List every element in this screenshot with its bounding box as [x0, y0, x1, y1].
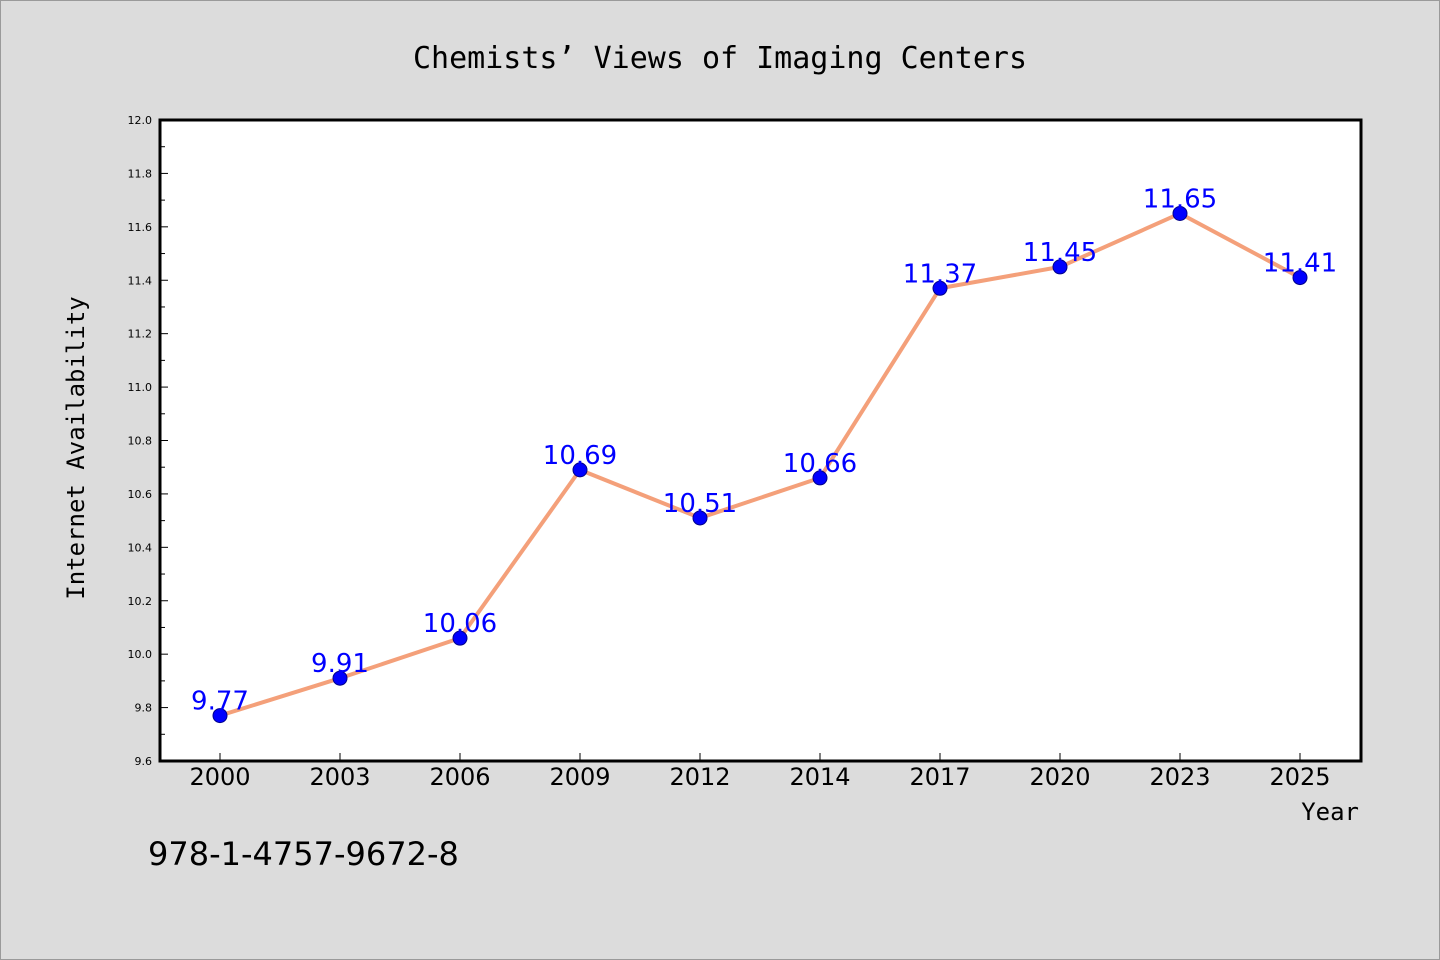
y-tick-label: 10.2: [128, 595, 153, 608]
data-value-label: 9.91: [311, 649, 369, 679]
x-axis-label: Year: [1301, 798, 1359, 826]
x-axis: 2000 2003 2006 2009 2012 2014 2017 2020 2023 2025: [189, 753, 1331, 791]
y-tick-label: 11.8: [128, 167, 153, 180]
y-tick-label: 11.6: [128, 221, 153, 234]
data-point-marker: [452, 630, 468, 646]
data-value-label: 11.37: [903, 259, 977, 289]
x-tick-label: 2014: [789, 763, 850, 791]
data-point-marker: [812, 470, 828, 486]
x-tick-label: 2006: [429, 763, 490, 791]
y-tick-label: 11.0: [128, 381, 153, 394]
series-line: [218, 211, 1302, 718]
data-point-marker: [572, 462, 588, 478]
data-value-label: 11.45: [1023, 238, 1097, 268]
y-tick-label: 12.0: [128, 114, 153, 127]
y-tick-label: 9.6: [135, 755, 153, 768]
data-value-label: 9.77: [191, 687, 249, 717]
x-tick-label: 2003: [309, 763, 370, 791]
data-value-label: 10.66: [783, 449, 857, 479]
x-tick-label: 2017: [909, 763, 970, 791]
data-value-label: 10.06: [423, 609, 497, 639]
series-layer: [212, 205, 1308, 724]
y-tick-label: 10.8: [128, 435, 153, 448]
plot-area: [158, 118, 1363, 763]
data-value-label: 10.51: [663, 489, 737, 519]
x-tick-label: 2009: [549, 763, 610, 791]
chart-title: Chemists’ Views of Imaging Centers: [413, 41, 1027, 76]
x-tick-label: 2023: [1149, 763, 1210, 791]
data-point-marker: [932, 280, 948, 296]
y-tick-label: 9.8: [135, 702, 153, 715]
x-tick-label: 2020: [1029, 763, 1090, 791]
y-axis-label: Internet Availability: [62, 296, 90, 599]
data-value-label: 10.69: [543, 441, 617, 471]
data-value-label: 11.41: [1263, 249, 1337, 279]
isbn-annotation: 978-1-4757-9672-8: [148, 835, 459, 873]
y-tick-label: 11.2: [128, 328, 153, 341]
y-axis: 9.6 9.8 10.0 10.2 10.4 10.6 10.8 11.0 11.2 11.4 11…: [128, 114, 168, 768]
data-point-marker: [1172, 205, 1188, 221]
x-tick-label: 2000: [189, 763, 250, 791]
y-tick-label: 10.0: [128, 648, 153, 661]
data-point-marker: [1292, 270, 1308, 286]
data-value-label: 11.65: [1143, 184, 1217, 214]
data-point-marker: [692, 510, 708, 526]
data-labels: 9.77 9.91 10.06 10.69 10.51 10.66 11.37 11.45 11…: [191, 184, 1337, 716]
data-point-marker: [1052, 259, 1068, 275]
data-point-marker: [212, 708, 228, 724]
y-tick-label: 10.6: [128, 488, 153, 501]
y-tick-label: 10.4: [128, 541, 153, 554]
data-point-marker: [332, 670, 348, 686]
x-tick-label: 2012: [669, 763, 730, 791]
x-tick-label: 2025: [1269, 763, 1330, 791]
y-tick-label: 11.4: [128, 274, 153, 287]
